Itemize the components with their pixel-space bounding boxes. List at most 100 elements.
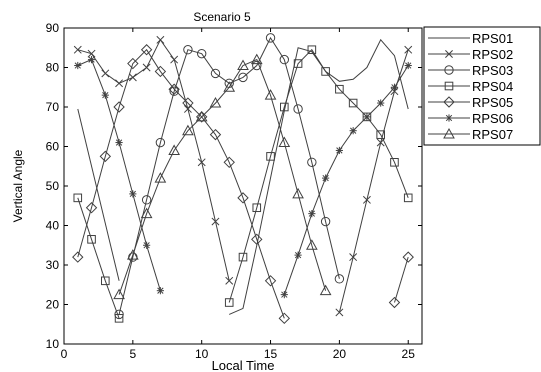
data-point-rps06 [363,113,371,121]
data-point-rps04 [293,59,303,68]
series-rps06 [74,56,412,299]
data-point-rps04 [280,102,289,112]
data-point-rps05 [223,156,235,169]
data-point-rps04 [307,45,317,55]
y-tick-label: 10 [46,337,60,351]
data-point-rps07 [278,136,291,148]
series-line-rps02 [77,38,230,281]
data-point-rps07 [305,239,318,250]
data-point-rps02 [362,195,371,204]
data-point-rps07 [126,249,139,260]
legend-marker [444,65,454,75]
legend-label: RPS02 [472,47,513,62]
data-point-rps03 [252,60,262,71]
data-point-rps02 [142,63,151,72]
data-point-rps02 [101,69,110,78]
data-point-rps03 [196,48,207,59]
x-tick-label: 5 [130,347,137,361]
legend-marker [444,81,454,91]
data-point-rps02 [115,79,124,88]
series-rps07 [113,53,332,300]
data-point-rps04 [335,84,344,94]
data-point-rps06 [74,61,82,70]
data-point-rps06 [101,91,109,99]
x-tick-label: 10 [195,347,209,361]
data-point-rps05 [402,251,414,263]
data-point-rps02 [73,45,82,54]
data-point-rps07 [237,59,249,71]
y-tick-label: 30 [46,258,60,272]
series-line-rps04 [77,197,120,319]
data-point-rps07 [168,144,181,155]
data-point-rps02 [225,276,234,285]
data-point-rps03 [320,216,331,227]
data-point-rps07 [195,110,208,122]
data-point-rps02 [197,158,206,167]
data-point-rps06 [335,146,343,155]
data-point-rps02 [183,105,192,113]
data-point-rps06 [280,291,288,299]
data-point-rps07 [319,284,332,296]
data-point-rps03 [210,68,221,79]
data-point-rps05 [182,97,194,109]
data-point-rps04 [238,252,248,262]
data-point-rps05 [72,251,84,263]
data-point-rps05 [99,150,112,163]
data-point-rps03 [183,45,193,55]
data-point-rps02 [211,217,220,226]
series-rps04 [73,45,413,323]
data-point-rps06 [404,61,412,70]
data-point-rps05 [264,275,277,287]
y-axis-label: Vertical Angle [11,149,25,222]
data-point-rps03 [307,157,317,168]
series-layer [72,33,414,325]
data-point-rps03 [169,86,179,96]
legend-marker [445,50,453,58]
data-point-rps06 [156,287,164,295]
data-point-rps03 [293,104,303,114]
series-line-rps05 [394,256,409,303]
data-point-rps06 [87,56,96,64]
x-axis-label: Local Time [212,358,275,372]
data-point-rps06 [308,210,316,218]
series-line-rps01 [77,108,120,281]
data-point-rps06 [143,241,151,249]
legend-label: RPS06 [472,111,513,126]
series-rps02 [73,35,413,317]
legend-item-rps03: RPS03 [428,63,513,78]
data-point-rps03 [334,274,345,284]
data-point-rps07 [113,288,125,300]
data-point-rps06 [377,99,385,107]
data-point-rps04 [73,193,83,203]
y-tick-label: 60 [46,140,60,154]
data-point-rps02 [128,73,137,82]
data-point-rps06 [115,138,123,147]
data-point-rps05 [127,57,139,70]
data-point-rps05 [195,111,208,123]
data-point-rps05 [140,44,153,56]
data-point-rps05 [209,128,222,141]
legend-label: RPS05 [472,95,513,110]
data-point-rps04 [321,67,330,76]
data-point-rps04 [101,276,110,286]
series-line-rps01 [229,38,409,315]
x-tick-label: 20 [333,347,347,361]
legend-label: RPS04 [472,79,513,94]
data-point-rps04 [348,98,358,108]
data-point-rps05 [388,296,401,309]
data-point-rps07 [209,97,222,108]
data-point-rps02 [156,35,165,44]
data-point-rps06 [390,83,399,91]
data-point-rps07 [250,53,263,65]
data-point-rps03 [155,137,166,148]
data-point-rps05 [237,192,249,204]
data-point-rps03 [265,33,276,43]
data-point-rps05 [85,202,98,214]
legend-item-rps04: RPS04 [428,79,513,94]
legend-label: RPS01 [472,31,513,46]
data-point-rps04 [403,193,413,203]
data-point-rps06 [322,174,330,182]
data-point-rps07 [182,124,194,136]
data-point-rps03 [279,54,290,65]
